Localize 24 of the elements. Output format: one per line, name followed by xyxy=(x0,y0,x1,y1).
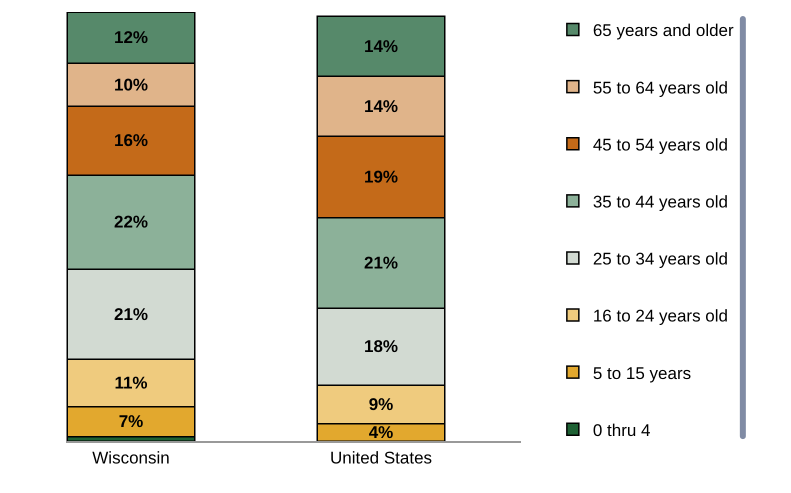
data-label: 4% xyxy=(368,422,394,442)
x-tick-label: United States xyxy=(330,448,432,468)
data-label: 12% xyxy=(114,28,148,48)
data-label: 14% xyxy=(364,96,398,116)
legend-label: 0 thru 4 xyxy=(592,420,651,440)
data-label: 22% xyxy=(114,212,148,232)
x-tick-label: Wisconsin xyxy=(92,448,170,468)
data-label: 18% xyxy=(364,337,398,356)
data-label: 21% xyxy=(114,304,148,324)
legend-label: 5 to 15 years xyxy=(592,364,692,383)
data-label: 7% xyxy=(118,412,144,432)
data-label: 16% xyxy=(114,131,148,150)
legend-label: 65 years and older xyxy=(592,21,734,40)
data-label: 21% xyxy=(364,253,398,272)
data-label: 14% xyxy=(364,36,398,56)
data-label: 11% xyxy=(114,374,148,393)
data-label: 19% xyxy=(364,168,398,187)
data-label: 9% xyxy=(368,395,394,414)
legend-label: 25 to 34 years old xyxy=(592,250,728,269)
legend-label: 35 to 44 years old xyxy=(592,192,728,212)
legend-label: 16 to 24 years old xyxy=(592,306,728,326)
legend-label: 55 to 64 years old xyxy=(592,78,728,98)
data-label: 10% xyxy=(114,75,148,94)
legend-label: 45 to 54 years old xyxy=(592,135,728,154)
